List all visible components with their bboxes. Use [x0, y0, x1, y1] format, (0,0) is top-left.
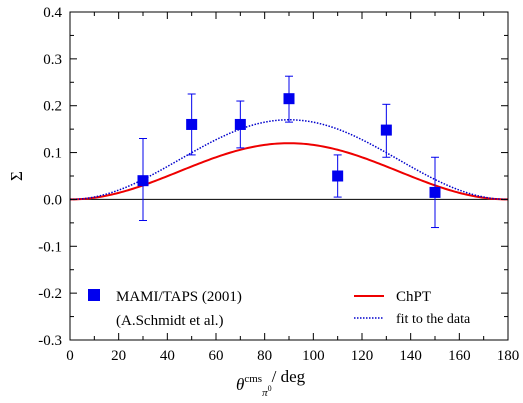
x-tick-label: 120	[351, 348, 374, 364]
data-point	[380, 124, 392, 136]
x-tick-label: 60	[209, 348, 224, 364]
tick-labels-group: 0 20 40 60 80 100 120 140 160 180 -0.3 -0.2 -0.1 0.0 0…	[38, 5, 519, 364]
legend-marker-data	[88, 289, 100, 301]
data-point	[283, 93, 295, 105]
data-point	[137, 175, 149, 187]
data-points-group	[137, 75, 441, 229]
x-tick-label: 20	[111, 348, 126, 364]
y-tick-label: -0.1	[38, 239, 62, 255]
x-tick-label: 100	[302, 348, 325, 364]
x-tick-label: 140	[399, 348, 422, 364]
x-axis-label-subsup: 0	[268, 384, 272, 393]
x-axis-label: θcmsπ0/ deg	[236, 367, 306, 399]
x-axis-label-sub: π	[262, 387, 268, 399]
x-tick-label: 80	[257, 348, 272, 364]
x-tick-label: 160	[448, 348, 471, 364]
curves-group	[69, 119, 509, 201]
data-point	[186, 118, 198, 130]
x-tick-label: 180	[497, 348, 520, 364]
data-point	[429, 186, 441, 198]
ticks-group	[69, 11, 509, 341]
legend-label-chpt: ChPT	[396, 289, 431, 305]
y-tick-label: 0.0	[43, 192, 62, 208]
legend-label-data: MAMI/TAPS (2001)	[116, 289, 242, 305]
x-axis-label-unit: / deg	[272, 367, 306, 386]
y-tick-label: -0.3	[38, 333, 62, 349]
legend-label-fit: fit to the data	[396, 312, 471, 327]
x-tick-label: 40	[160, 348, 175, 364]
y-tick-label: -0.2	[38, 286, 62, 302]
x-tick-label: 0	[66, 348, 74, 364]
x-axis-label-sup: cms	[244, 373, 262, 385]
data-point	[332, 170, 344, 182]
data-point	[234, 118, 246, 130]
chpt-curve	[69, 142, 509, 201]
x-axis-label-symbol: θ	[236, 375, 244, 394]
y-tick-label: 0.1	[43, 146, 62, 162]
legend: MAMI/TAPS (2001) (A.Schmidt et al.) ChPT…	[88, 289, 471, 329]
legend-label-data-ref: (A.Schmidt et al.)	[116, 313, 223, 329]
y-tick-label: 0.2	[43, 99, 62, 115]
y-tick-label: 0.4	[43, 5, 62, 21]
y-axis-label: Σ	[7, 171, 26, 181]
y-tick-label: 0.3	[43, 52, 62, 68]
